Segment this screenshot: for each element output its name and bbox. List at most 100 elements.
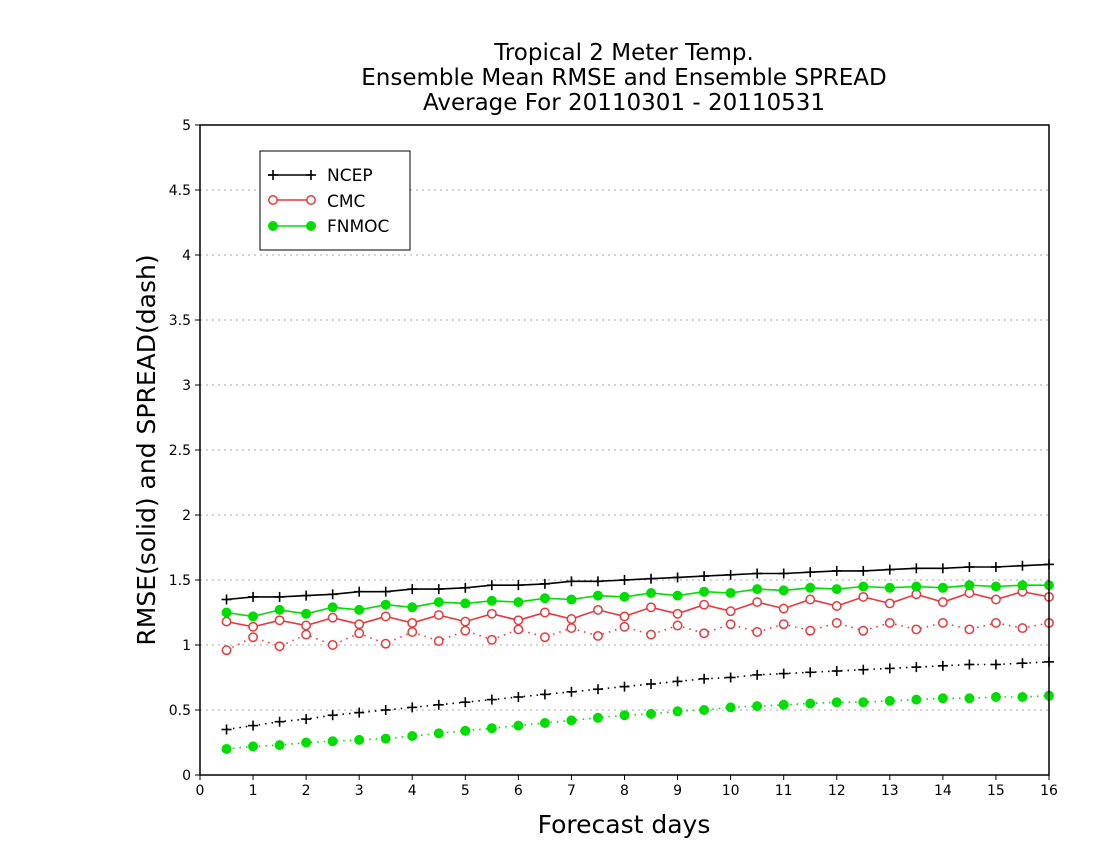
fnmoc-rmse-point <box>592 590 603 601</box>
ncep-spread-point <box>990 659 1001 670</box>
y-tick-label: 5 <box>182 118 191 134</box>
cmc-rmse-point <box>248 621 259 632</box>
ncep-rmse-point <box>805 567 816 578</box>
ncep-rmse-point <box>460 582 471 593</box>
cmc-rmse-point <box>327 612 338 623</box>
ncep-spread-point <box>248 720 259 731</box>
fnmoc-spread-point <box>858 697 869 708</box>
ncep-rmse-point <box>752 568 763 579</box>
fnmoc-rmse-point <box>884 582 895 593</box>
cmc-spread-point <box>539 632 550 643</box>
axes: 00.511.522.533.544.550 1 2 3 4 5 6 7 8 9 10 11 12 13 1… <box>169 118 1058 799</box>
fnmoc-rmse-point <box>778 585 789 596</box>
cmc-rmse-point <box>380 611 391 622</box>
cmc-rmse-point <box>593 604 603 615</box>
fnmoc-rmse-point <box>831 584 842 595</box>
fnmoc-rmse-point <box>699 586 710 597</box>
cmc-rmse-point <box>990 594 1001 605</box>
ncep-spread-point <box>672 676 683 687</box>
ncep-rmse-point <box>884 564 895 575</box>
legend-marker-ncep-right <box>306 170 316 180</box>
fnmoc-spread-point <box>1017 692 1028 702</box>
cmc-rmse-point <box>937 597 948 608</box>
cmc-rmse-point <box>858 591 869 602</box>
legend-label-fnmoc: FNMOC <box>327 217 389 237</box>
ncep-rmse-point <box>327 589 338 600</box>
x-tick-label: 14 <box>934 783 952 799</box>
fnmoc-spread-point <box>460 725 471 736</box>
x-tick-label: 11 <box>775 783 793 799</box>
cmc-spread-point <box>937 617 948 628</box>
fnmoc-rmse-point <box>725 588 736 598</box>
x-tick-label: 5 <box>461 783 470 799</box>
fnmoc-spread-point <box>486 723 497 734</box>
fnmoc-spread-point <box>831 697 842 708</box>
ncep-rmse-point <box>592 576 603 587</box>
y-tick-label: 0.5 <box>169 703 191 719</box>
cmc-spread-point <box>486 634 497 645</box>
ncep-spread-point <box>301 714 312 725</box>
cmc-spread-point <box>593 630 603 641</box>
fnmoc-spread-point <box>354 734 365 745</box>
x-tick-label: 12 <box>828 783 846 799</box>
fnmoc-rmse-point <box>858 581 869 592</box>
cmc-rmse-point <box>831 601 842 611</box>
ncep-rmse-point <box>1017 560 1028 571</box>
ncep-rmse-point <box>646 573 657 584</box>
cmc-spread-point <box>407 627 418 637</box>
ncep-spread-point <box>911 662 922 673</box>
fnmoc-rmse-point <box>460 598 471 609</box>
cmc-spread-point <box>646 629 656 640</box>
cmc-spread-point <box>699 628 710 639</box>
ncep-rmse-point <box>990 562 1001 572</box>
ncep-rmse-point <box>964 562 975 572</box>
y-tick-label: 1 <box>182 638 191 654</box>
cmc-spread-point <box>566 623 577 634</box>
ncep-spread-point <box>619 681 630 692</box>
legend-label-cmc: CMC <box>327 192 365 212</box>
fnmoc-rmse-point <box>354 604 365 615</box>
cmc-spread-point <box>327 640 338 650</box>
ncep-spread-point <box>274 716 285 727</box>
cmc-rmse-point <box>778 603 789 614</box>
ncep-spread-point <box>646 679 657 689</box>
ncep-spread-point <box>221 724 232 735</box>
cmc-rmse-point <box>672 608 683 619</box>
x-tick-label: 2 <box>302 783 311 799</box>
cmc-rmse-point <box>539 607 550 618</box>
cmc-spread-point <box>990 617 1001 628</box>
x-tick-label: 1 <box>249 783 258 799</box>
ncep-rmse-point <box>380 586 391 597</box>
ncep-spread-point <box>805 667 816 678</box>
y-axis-label: RMSE(solid) and SPREAD(dash) <box>132 254 161 645</box>
ncep-spread-point <box>592 684 603 695</box>
x-tick-label: 16 <box>1040 783 1058 799</box>
fnmoc-rmse-point <box>301 608 312 619</box>
ncep-spread-point <box>831 666 842 676</box>
ncep-spread-point <box>486 694 497 705</box>
ncep-spread-point <box>725 672 736 683</box>
ncep-spread-point <box>858 664 869 675</box>
fnmoc-rmse-point <box>566 594 577 605</box>
series-layer <box>221 559 1054 754</box>
fnmoc-rmse-point <box>752 584 763 595</box>
fnmoc-rmse-point <box>964 580 975 591</box>
fnmoc-spread-point <box>566 715 577 726</box>
fnmoc-spread-point <box>513 720 524 731</box>
y-tick-label: 4.5 <box>169 183 191 199</box>
cmc-rmse-point <box>805 594 816 605</box>
fnmoc-spread-point <box>990 692 1001 702</box>
fnmoc-spread-point <box>619 710 630 721</box>
ncep-spread-point <box>964 659 975 670</box>
cmc-spread-point <box>619 621 630 632</box>
cmc-rmse-point <box>646 602 656 613</box>
fnmoc-spread-point <box>592 712 603 723</box>
legend-label-ncep: NCEP <box>327 166 373 186</box>
ncep-spread-point <box>1017 658 1028 669</box>
ncep-spread-point <box>937 660 948 671</box>
fnmoc-spread-point <box>433 728 444 739</box>
cmc-spread-point <box>778 619 789 630</box>
series-ncep <box>221 559 1054 735</box>
ncep-rmse-point <box>301 590 312 601</box>
